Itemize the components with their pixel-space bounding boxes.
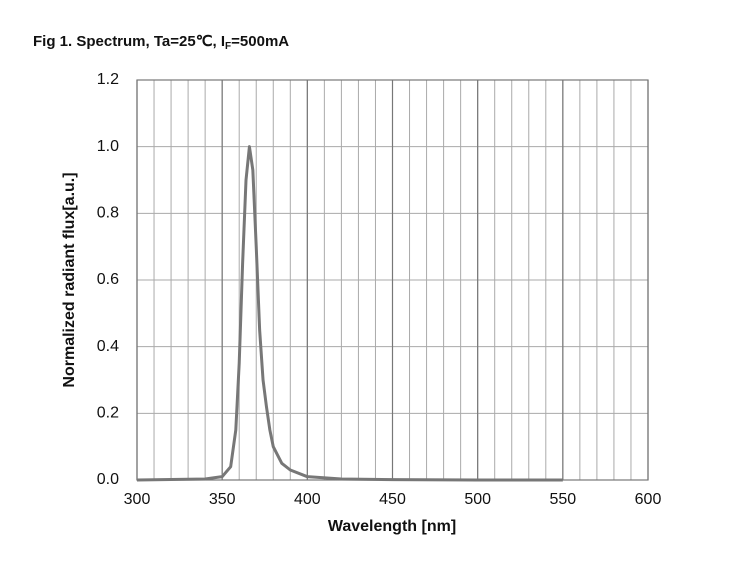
spectrum-line [136,145,563,482]
y-tick-label: 0.2 [97,405,119,422]
x-tick-label: 550 [549,491,576,508]
y-tick-label: 0.0 [97,471,119,488]
y-tick-label: 0.8 [97,205,119,222]
y-tick-label: 0.4 [97,338,119,355]
chart-title: Fig 1. Spectrum, Ta=25℃, IF=500mA [33,33,289,52]
x-axis-label: Wavelength [nm] [328,518,456,535]
x-tick-label: 400 [294,491,321,508]
y-axis-label: Normalized radiant flux[a.u.] [61,172,78,387]
y-tick-label: 1.2 [97,71,119,88]
title-text: =500mA [231,33,289,50]
x-tick-label: 300 [124,491,151,508]
x-tick-label: 600 [635,491,662,508]
y-tick-label: 1.0 [97,138,119,155]
x-tick-label: 500 [464,491,491,508]
x-tick-label: 450 [379,491,406,508]
x-tick-label: 350 [209,491,236,508]
title-subscript: F [225,41,231,52]
title-text: Fig 1. Spectrum, Ta=25℃, I [33,33,225,50]
y-tick-label: 0.6 [97,271,119,288]
